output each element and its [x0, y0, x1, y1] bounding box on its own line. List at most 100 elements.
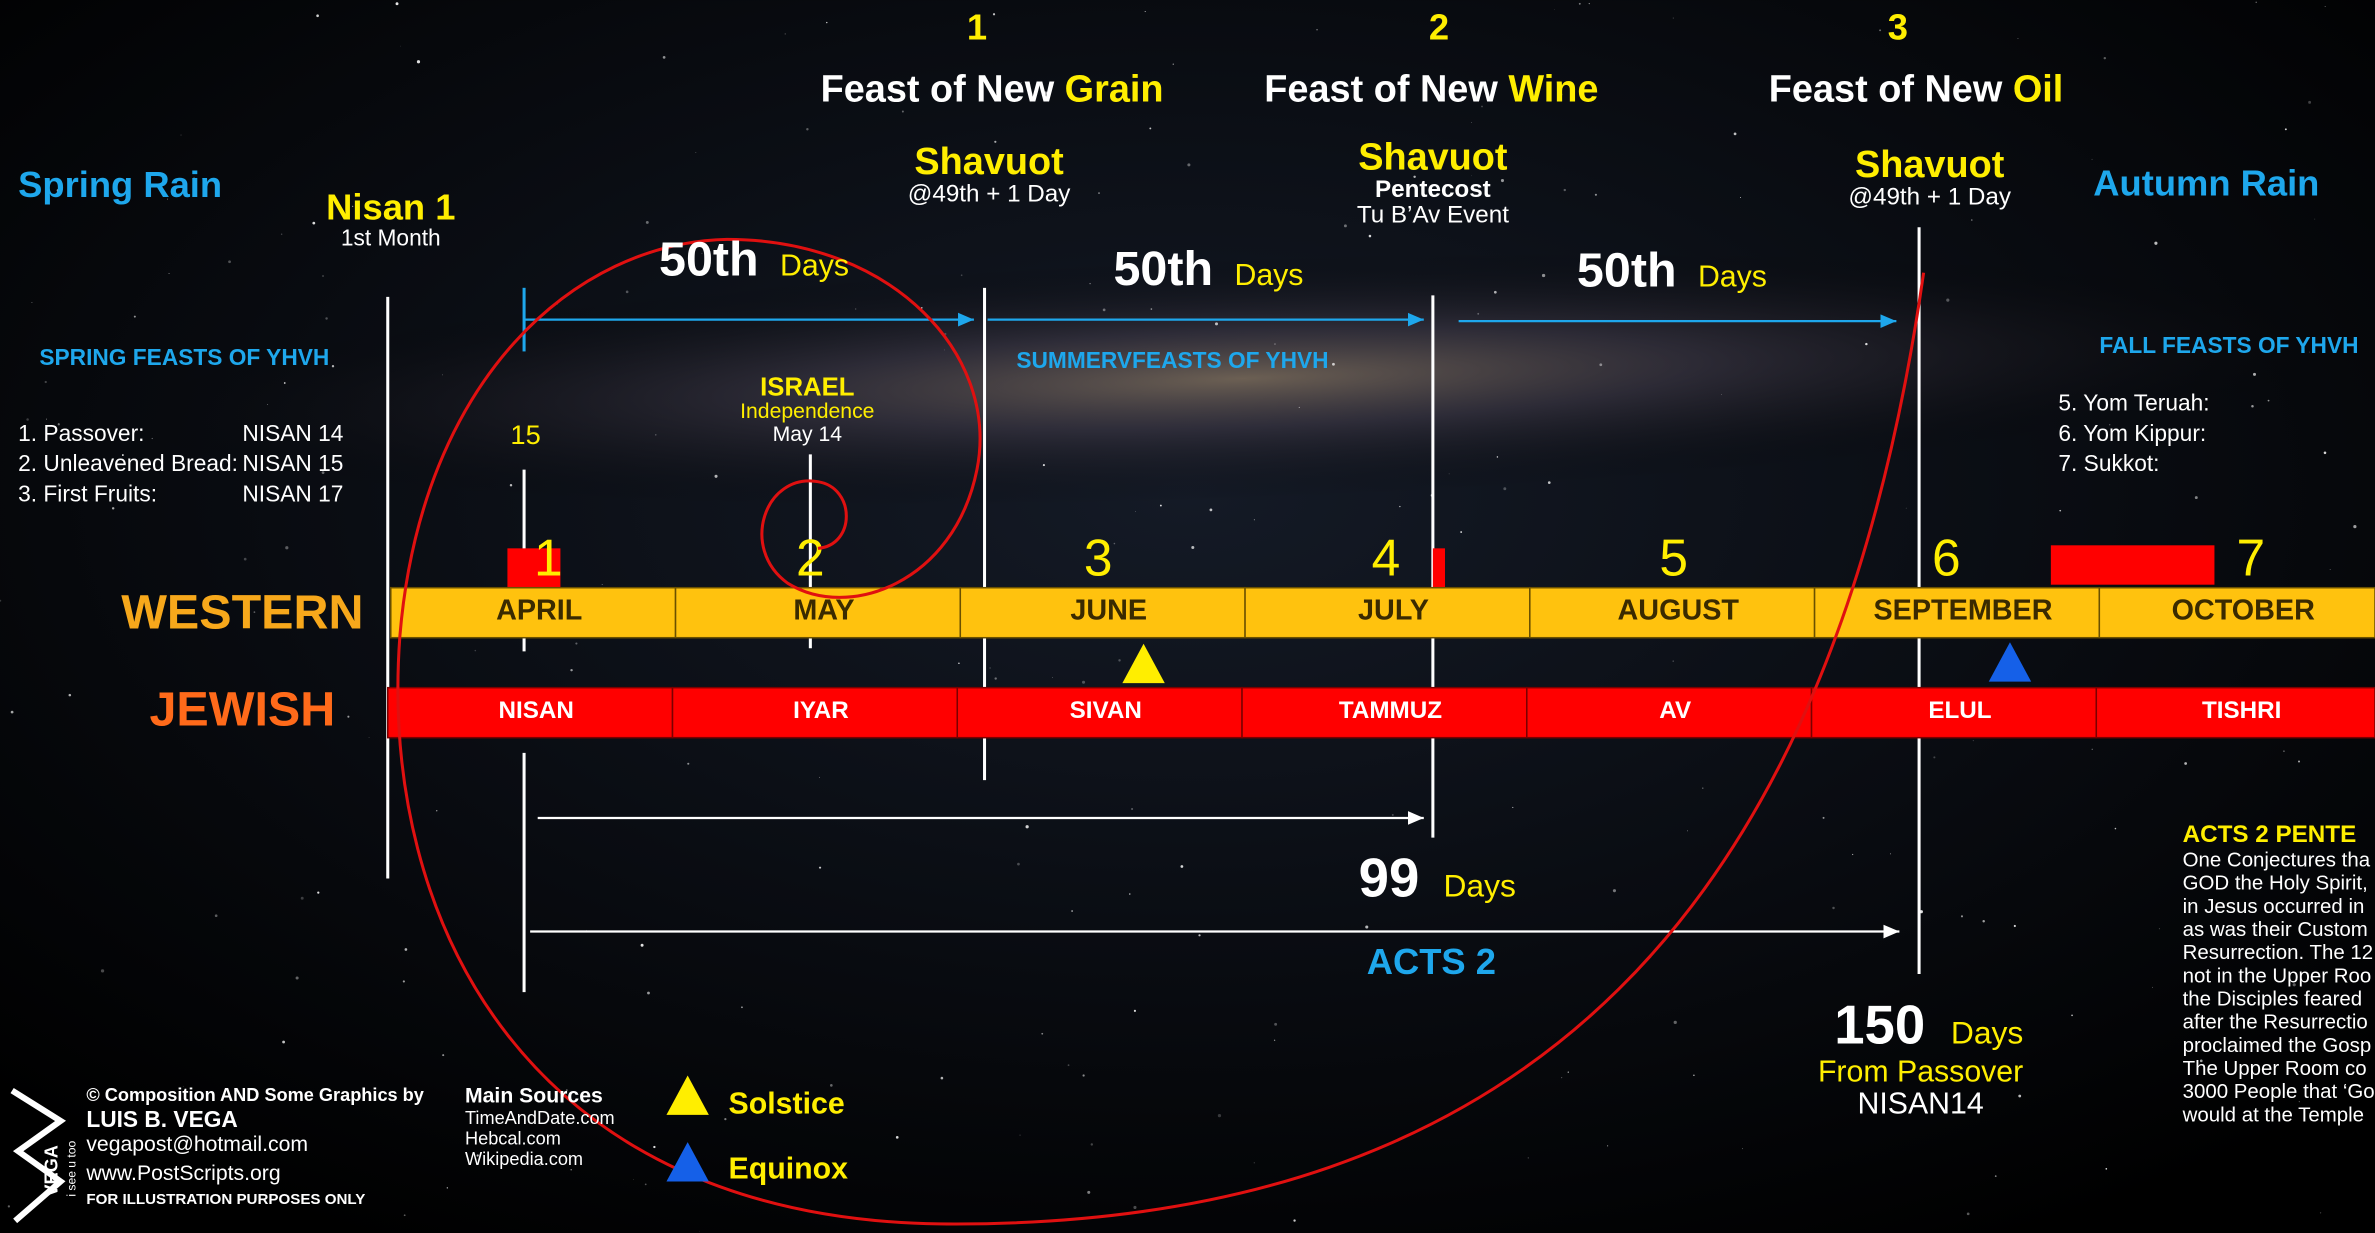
- star: [1673, 18, 1674, 19]
- star: [1673, 661, 1674, 662]
- star: [1548, 481, 1551, 484]
- star: [1103, 309, 1106, 312]
- star: [1344, 224, 1347, 227]
- star: [2105, 1168, 2107, 1170]
- shavuot-title: Shavuot: [914, 141, 1064, 183]
- star: [285, 546, 288, 549]
- star: [570, 669, 572, 671]
- star: [1149, 127, 1151, 129]
- star: [1369, 235, 1372, 238]
- star: [1674, 1021, 1677, 1024]
- star: [1098, 192, 1100, 194]
- shavuot-line: @49th + 1 Day: [1848, 184, 2011, 211]
- star: [1579, 3, 1581, 5]
- star: [1089, 283, 1090, 284]
- star: [902, 111, 904, 113]
- infographic: APRILMAYJUNEJULYAUGUSTSEPTEMBEROCTOBERNI…: [0, 0, 2375, 1233]
- star: [2298, 761, 2300, 763]
- star: [396, 2, 399, 5]
- note-line: The Upper Room co: [2183, 1057, 2367, 1080]
- star: [1449, 473, 1450, 474]
- span-line: NISAN14: [1857, 1087, 1983, 1120]
- star: [941, 1077, 944, 1080]
- star: [695, 152, 696, 153]
- star: [405, 948, 408, 951]
- star: [896, 1136, 899, 1139]
- star: [1906, 508, 1907, 509]
- star: [2154, 242, 2157, 245]
- star: [1512, 807, 1513, 808]
- star: [2253, 373, 2256, 376]
- feast-title: Feast of New Grain: [821, 69, 1164, 111]
- star: [322, 275, 324, 277]
- star: [819, 867, 821, 869]
- star: [1135, 511, 1136, 512]
- star: [316, 14, 319, 17]
- month-number: 3: [1084, 529, 1113, 587]
- star: [645, 1183, 647, 1185]
- feast-label: Feast of New: [1769, 69, 2013, 111]
- star: [2071, 1015, 2073, 1017]
- star: [169, 273, 170, 274]
- rain-label: Spring Rain: [18, 164, 222, 205]
- star: [1554, 9, 1555, 10]
- star: [134, 316, 136, 318]
- feast-highlight: Grain: [1065, 69, 1164, 111]
- star: [626, 291, 629, 294]
- feast-highlight: Oil: [2013, 69, 2063, 111]
- star: [1129, 893, 1130, 894]
- star: [1613, 889, 1616, 892]
- feast-highlight: Wine: [1508, 69, 1598, 111]
- star: [2115, 828, 2117, 830]
- star: [994, 677, 996, 679]
- day-marker: 15: [510, 419, 540, 450]
- star: [301, 897, 304, 900]
- star: [2283, 750, 2285, 752]
- star: [1365, 925, 1368, 928]
- western-month-label: SEPTEMBER: [1874, 595, 2053, 627]
- star: [958, 662, 960, 664]
- star: [1599, 363, 1602, 366]
- star: [1589, 3, 1590, 4]
- star: [442, 1054, 444, 1056]
- star: [1982, 920, 1984, 922]
- feast-item: 2. Unleavened Bread:: [18, 450, 238, 476]
- interval-number: 50th: [659, 233, 759, 287]
- logo-name: VEGA: [42, 1145, 62, 1196]
- israel-title: ISRAEL: [760, 373, 854, 401]
- marker: [1433, 548, 1445, 587]
- star: [1145, 11, 1146, 12]
- star: [282, 1041, 285, 1044]
- star: [961, 274, 963, 276]
- source-item: TimeAndDate.com: [465, 1108, 615, 1128]
- star: [332, 365, 334, 367]
- star: [1399, 506, 1400, 507]
- star: [2014, 925, 2016, 927]
- note-line: One Conjectures tha: [2183, 848, 2371, 871]
- span-number: 99: [1359, 848, 1420, 909]
- star: [653, 1146, 655, 1148]
- note-line: as was their Custom: [2183, 918, 2368, 941]
- star: [244, 558, 247, 561]
- note-line: proclaimed the Gosp: [2183, 1034, 2372, 1057]
- star: [989, 667, 990, 668]
- feast-number: 1: [967, 6, 987, 47]
- feast-number: 3: [1888, 6, 1908, 47]
- star: [1071, 910, 1073, 912]
- star: [1160, 505, 1162, 507]
- western-month-label: JULY: [1358, 595, 1429, 627]
- star: [403, 980, 405, 982]
- star: [1118, 659, 1120, 661]
- star: [228, 260, 231, 263]
- star: [1133, 1206, 1136, 1209]
- star: [267, 404, 268, 405]
- star: [1198, 934, 1200, 936]
- month-number: 5: [1659, 529, 1688, 587]
- star: [317, 892, 319, 894]
- star: [699, 1231, 700, 1232]
- shavuot-title: Shavuot: [1855, 144, 2005, 186]
- interval-number: 50th: [1577, 243, 1677, 297]
- star: [785, 34, 786, 35]
- star: [2195, 496, 2198, 499]
- star: [296, 976, 299, 979]
